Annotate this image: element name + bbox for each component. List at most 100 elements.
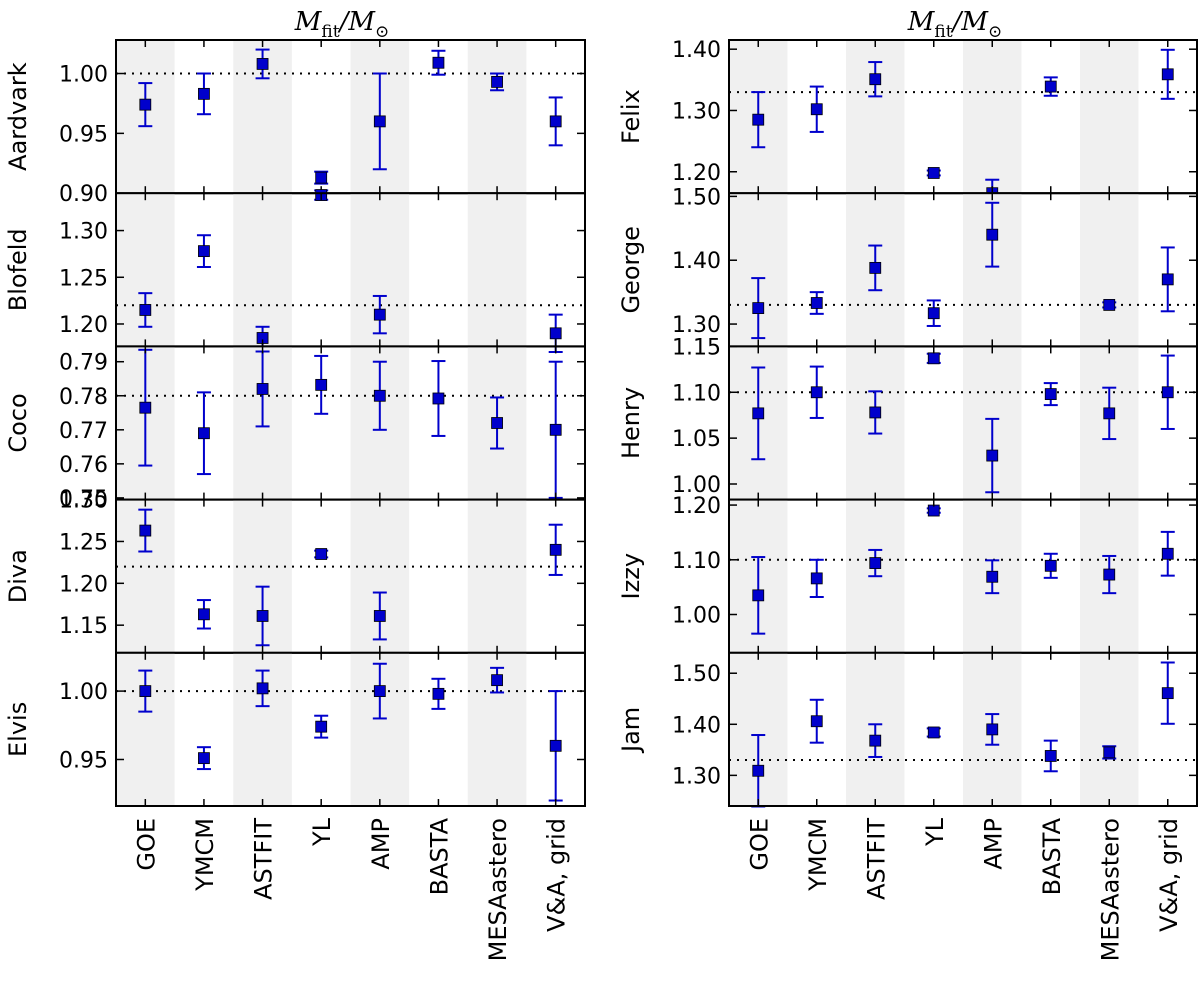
x-category-label: YMCM: [191, 818, 219, 892]
data-point: [315, 548, 328, 560]
data-point: [373, 308, 386, 321]
panel-frame: [115, 651, 586, 807]
data-point: [198, 245, 210, 258]
data-point: [549, 543, 562, 556]
panel-label: Coco: [4, 393, 32, 452]
y-tick-label: 1.40: [672, 249, 721, 274]
data-point: [198, 87, 210, 100]
data-point: [315, 378, 328, 391]
data-point: [1044, 388, 1057, 401]
y-tick-label: 1.50: [672, 662, 721, 687]
band: [467, 499, 527, 653]
data-point: [752, 407, 765, 420]
x-category-label: ASTFIT: [250, 818, 278, 900]
data-point: [810, 386, 823, 399]
x-category-label: YMCM: [804, 818, 832, 892]
data-point: [432, 687, 445, 700]
data-point: [198, 608, 210, 621]
data-point: [986, 570, 999, 583]
y-tick-label: 1.10: [672, 549, 721, 574]
y-tick-label: 0.76: [59, 453, 108, 478]
y-tick-label: 1.00: [672, 604, 721, 629]
y-tick-label: 1.20: [59, 572, 108, 597]
x-category-label: GOE: [745, 818, 773, 871]
x-category-label: V&A, grid: [543, 818, 571, 932]
y-tick-label: 1.40: [672, 38, 721, 63]
data-point: [491, 75, 503, 88]
y-tick-label: 0.79: [59, 351, 108, 376]
data-point: [315, 171, 328, 184]
data-point: [810, 572, 823, 585]
panel-izzy: 1.00 1.10 1.20 Izzy: [617, 494, 1198, 654]
title-main: M: [294, 7, 323, 37]
data-point: [986, 228, 999, 241]
x-category-label: AMP: [367, 818, 395, 870]
x-category-label: V&A, grid: [1155, 818, 1183, 932]
data-point: [549, 115, 562, 128]
y-tick-label: 1.20: [672, 161, 721, 186]
data-point: [139, 685, 152, 697]
y-tick-label: 1.20: [672, 494, 721, 519]
data-point: [1103, 568, 1116, 581]
y-tick-label: 1.25: [59, 530, 108, 555]
data-point: [491, 674, 503, 687]
x-category-label: ASTFIT: [862, 818, 890, 900]
panel-label: George: [617, 226, 645, 314]
data-point: [1103, 407, 1116, 420]
panels-group: 0.90 0.95 1.00 Aardvark 1.20 1.25 1.30 Blofeld 0…: [4, 38, 1198, 961]
x-category-label: BASTA: [1038, 817, 1066, 895]
title-sym: ⊙: [988, 22, 1002, 42]
y-tick-label: 1.25: [59, 266, 108, 291]
data-point: [373, 610, 386, 622]
data-point: [869, 73, 882, 86]
data-point: [256, 610, 269, 622]
y-tick-label: 1.50: [672, 185, 721, 210]
data-point: [927, 504, 940, 517]
data-point: [752, 589, 765, 602]
data-point: [373, 115, 386, 128]
data-point: [986, 723, 999, 736]
data-point: [1161, 547, 1174, 560]
y-tick-label: 1.05: [672, 427, 721, 452]
data-point: [549, 327, 562, 340]
y-tick-label: 1.30: [672, 764, 721, 789]
data-point: [432, 392, 445, 405]
y-tick-label: 1.20: [59, 313, 108, 338]
data-point: [256, 682, 269, 695]
y-tick-label: 1.00: [59, 680, 108, 705]
panel-label: Elvis: [4, 702, 32, 757]
y-tick-label: 1.10: [672, 381, 721, 406]
y-tick-label: 0.95: [59, 122, 108, 147]
x-category-label: MESAastero: [484, 818, 512, 961]
panel-jam: 1.30 1.40 1.50 Jam GOE YMCM ASTFIT YL AMP BASTA ME…: [617, 651, 1198, 961]
y-tick-label: 0.78: [59, 385, 108, 410]
data-point: [752, 764, 765, 777]
panel-felix: 1.20 1.30 1.40 Felix: [617, 38, 1198, 208]
panel-label: Henry: [617, 387, 645, 459]
data-point: [810, 103, 823, 116]
y-tick-label: 1.30: [59, 220, 108, 245]
title-sub: fit: [321, 22, 339, 42]
data-point: [1161, 68, 1174, 81]
y-tick-label: 1.30: [672, 313, 721, 338]
x-category-label: YL: [308, 817, 336, 847]
data-point: [1044, 559, 1057, 572]
data-point: [927, 307, 940, 320]
band: [1080, 40, 1139, 194]
data-point: [927, 726, 940, 739]
panel-henry: 1.00 1.05 1.10 1.15 Henry: [617, 335, 1198, 501]
data-point: [1044, 80, 1057, 93]
data-point: [752, 113, 765, 126]
data-point: [869, 261, 882, 274]
data-point: [139, 401, 152, 414]
data-point: [373, 685, 386, 697]
panel-label: Izzy: [617, 553, 645, 599]
panel-george: 1.30 1.40 1.50 George: [617, 185, 1198, 348]
data-point: [549, 739, 562, 752]
data-point: [986, 449, 999, 462]
right-column-title: Mfit/M⊙: [907, 7, 1002, 42]
panel-aardvark: 0.90 0.95 1.00 Aardvark: [4, 39, 586, 207]
data-point: [139, 304, 152, 316]
band: [233, 193, 292, 347]
panel-label: Diva: [4, 549, 32, 603]
